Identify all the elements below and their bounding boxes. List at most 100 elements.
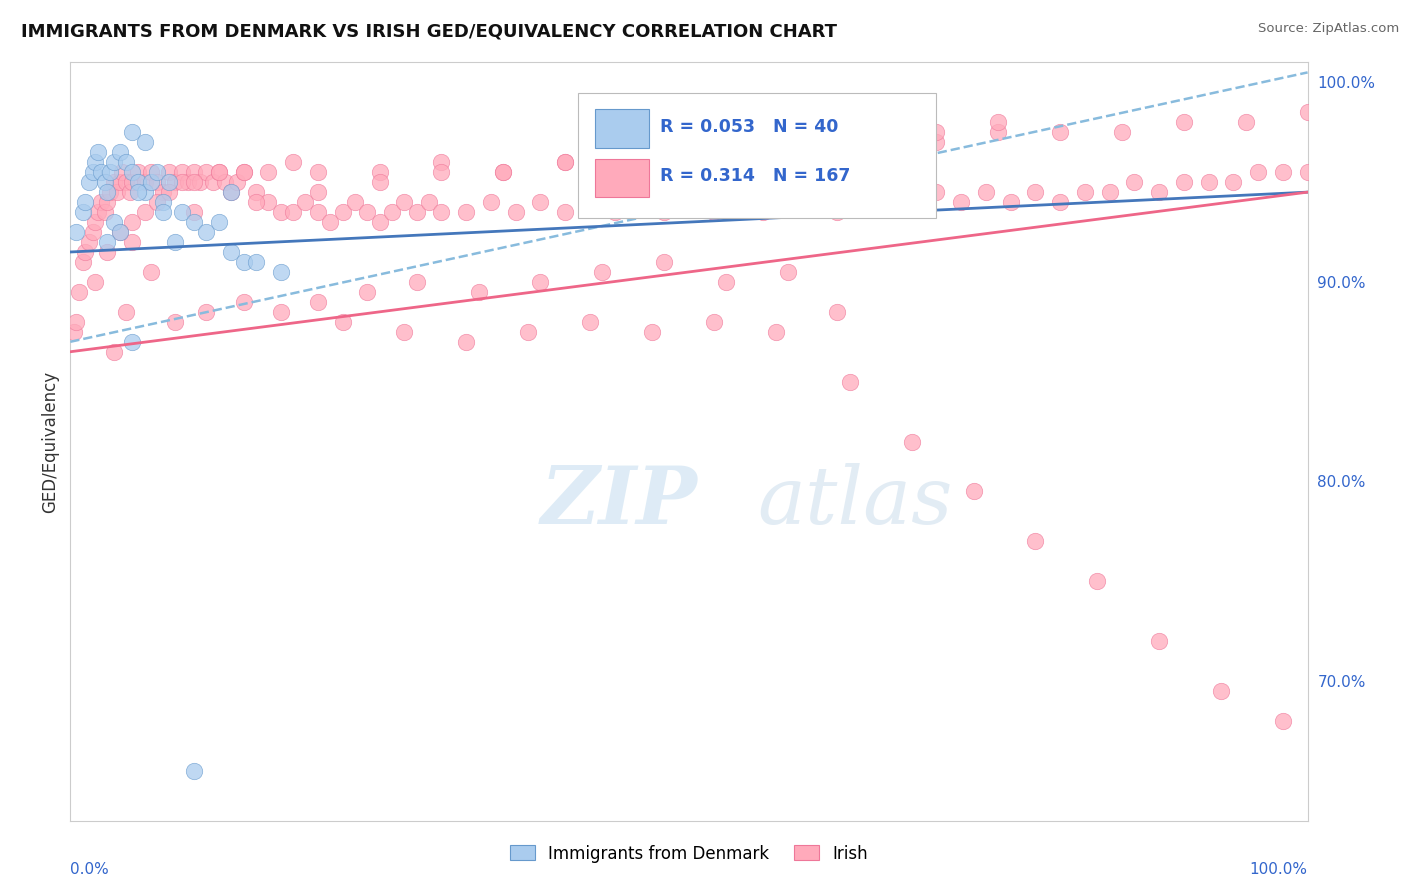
Point <box>616 145 638 160</box>
Text: 0.0%: 0.0% <box>70 863 110 878</box>
Point <box>776 265 799 279</box>
Point <box>603 205 626 219</box>
Point <box>479 195 502 210</box>
Point <box>281 205 304 219</box>
FancyBboxPatch shape <box>595 159 650 197</box>
Point <box>157 185 180 199</box>
Point <box>1111 125 1133 139</box>
Point <box>146 165 169 179</box>
Point <box>157 165 180 179</box>
Point <box>94 205 117 219</box>
Point <box>121 215 143 229</box>
Point <box>170 175 193 189</box>
Point <box>554 155 576 169</box>
Point <box>208 165 231 179</box>
Point <box>77 235 100 249</box>
Point <box>863 135 886 149</box>
Point <box>1000 195 1022 210</box>
Point <box>214 175 236 189</box>
Point <box>1173 115 1195 129</box>
Point <box>430 165 453 179</box>
Point <box>307 185 329 199</box>
Point <box>1247 165 1270 179</box>
Point <box>1147 634 1170 648</box>
Point <box>368 175 391 189</box>
Point <box>208 165 231 179</box>
Point <box>146 175 169 189</box>
Point <box>307 294 329 309</box>
Point <box>96 244 118 259</box>
Point <box>343 195 366 210</box>
Point <box>121 165 143 179</box>
Point <box>1209 684 1232 698</box>
Point <box>801 145 824 160</box>
Legend: Immigrants from Denmark, Irish: Immigrants from Denmark, Irish <box>503 838 875 869</box>
Point <box>394 325 416 339</box>
Point <box>183 205 205 219</box>
Text: IMMIGRANTS FROM DENMARK VS IRISH GED/EQUIVALENCY CORRELATION CHART: IMMIGRANTS FROM DENMARK VS IRISH GED/EQU… <box>21 22 837 40</box>
Point <box>183 175 205 189</box>
Point <box>188 175 211 189</box>
Point <box>84 155 107 169</box>
Point <box>94 175 117 189</box>
Point <box>294 195 316 210</box>
Point <box>115 155 138 169</box>
Point <box>96 235 118 249</box>
Point <box>1147 185 1170 199</box>
Point <box>678 195 700 210</box>
Point <box>703 315 725 329</box>
Point <box>1049 125 1071 139</box>
Point <box>827 305 849 319</box>
Point <box>652 205 675 219</box>
Point <box>356 205 378 219</box>
Point <box>90 165 112 179</box>
Point <box>517 325 540 339</box>
Point <box>987 115 1010 129</box>
Point <box>368 215 391 229</box>
Point <box>505 205 527 219</box>
Text: R = 0.314   N = 167: R = 0.314 N = 167 <box>661 167 851 186</box>
Point <box>86 145 108 160</box>
Point <box>201 175 224 189</box>
Point <box>332 315 354 329</box>
Point <box>456 205 478 219</box>
Point <box>1024 185 1046 199</box>
Point <box>529 275 551 289</box>
Y-axis label: GED/Equivalency: GED/Equivalency <box>41 370 59 513</box>
Point <box>232 165 254 179</box>
Point <box>1271 165 1294 179</box>
Point <box>75 244 97 259</box>
Point <box>368 165 391 179</box>
Point <box>183 764 205 778</box>
Point <box>740 135 762 149</box>
Point <box>974 185 997 199</box>
Point <box>987 125 1010 139</box>
Point <box>1271 714 1294 728</box>
Point <box>332 205 354 219</box>
Point <box>98 185 121 199</box>
Point <box>121 175 143 189</box>
Point <box>703 205 725 219</box>
Point <box>492 165 515 179</box>
Point <box>96 195 118 210</box>
Point <box>827 205 849 219</box>
Point <box>591 265 613 279</box>
Point <box>1198 175 1220 189</box>
Point <box>103 175 125 189</box>
FancyBboxPatch shape <box>595 110 650 148</box>
Point <box>108 175 131 189</box>
Point <box>219 244 242 259</box>
Point <box>776 195 799 210</box>
Point <box>115 305 138 319</box>
Point <box>111 165 134 179</box>
Point <box>127 185 149 199</box>
Point <box>65 315 87 329</box>
Point <box>430 205 453 219</box>
Point <box>208 215 231 229</box>
Point <box>405 205 427 219</box>
Point <box>765 325 787 339</box>
Point <box>529 195 551 210</box>
Point <box>319 215 342 229</box>
Point <box>863 125 886 139</box>
Point <box>801 185 824 199</box>
